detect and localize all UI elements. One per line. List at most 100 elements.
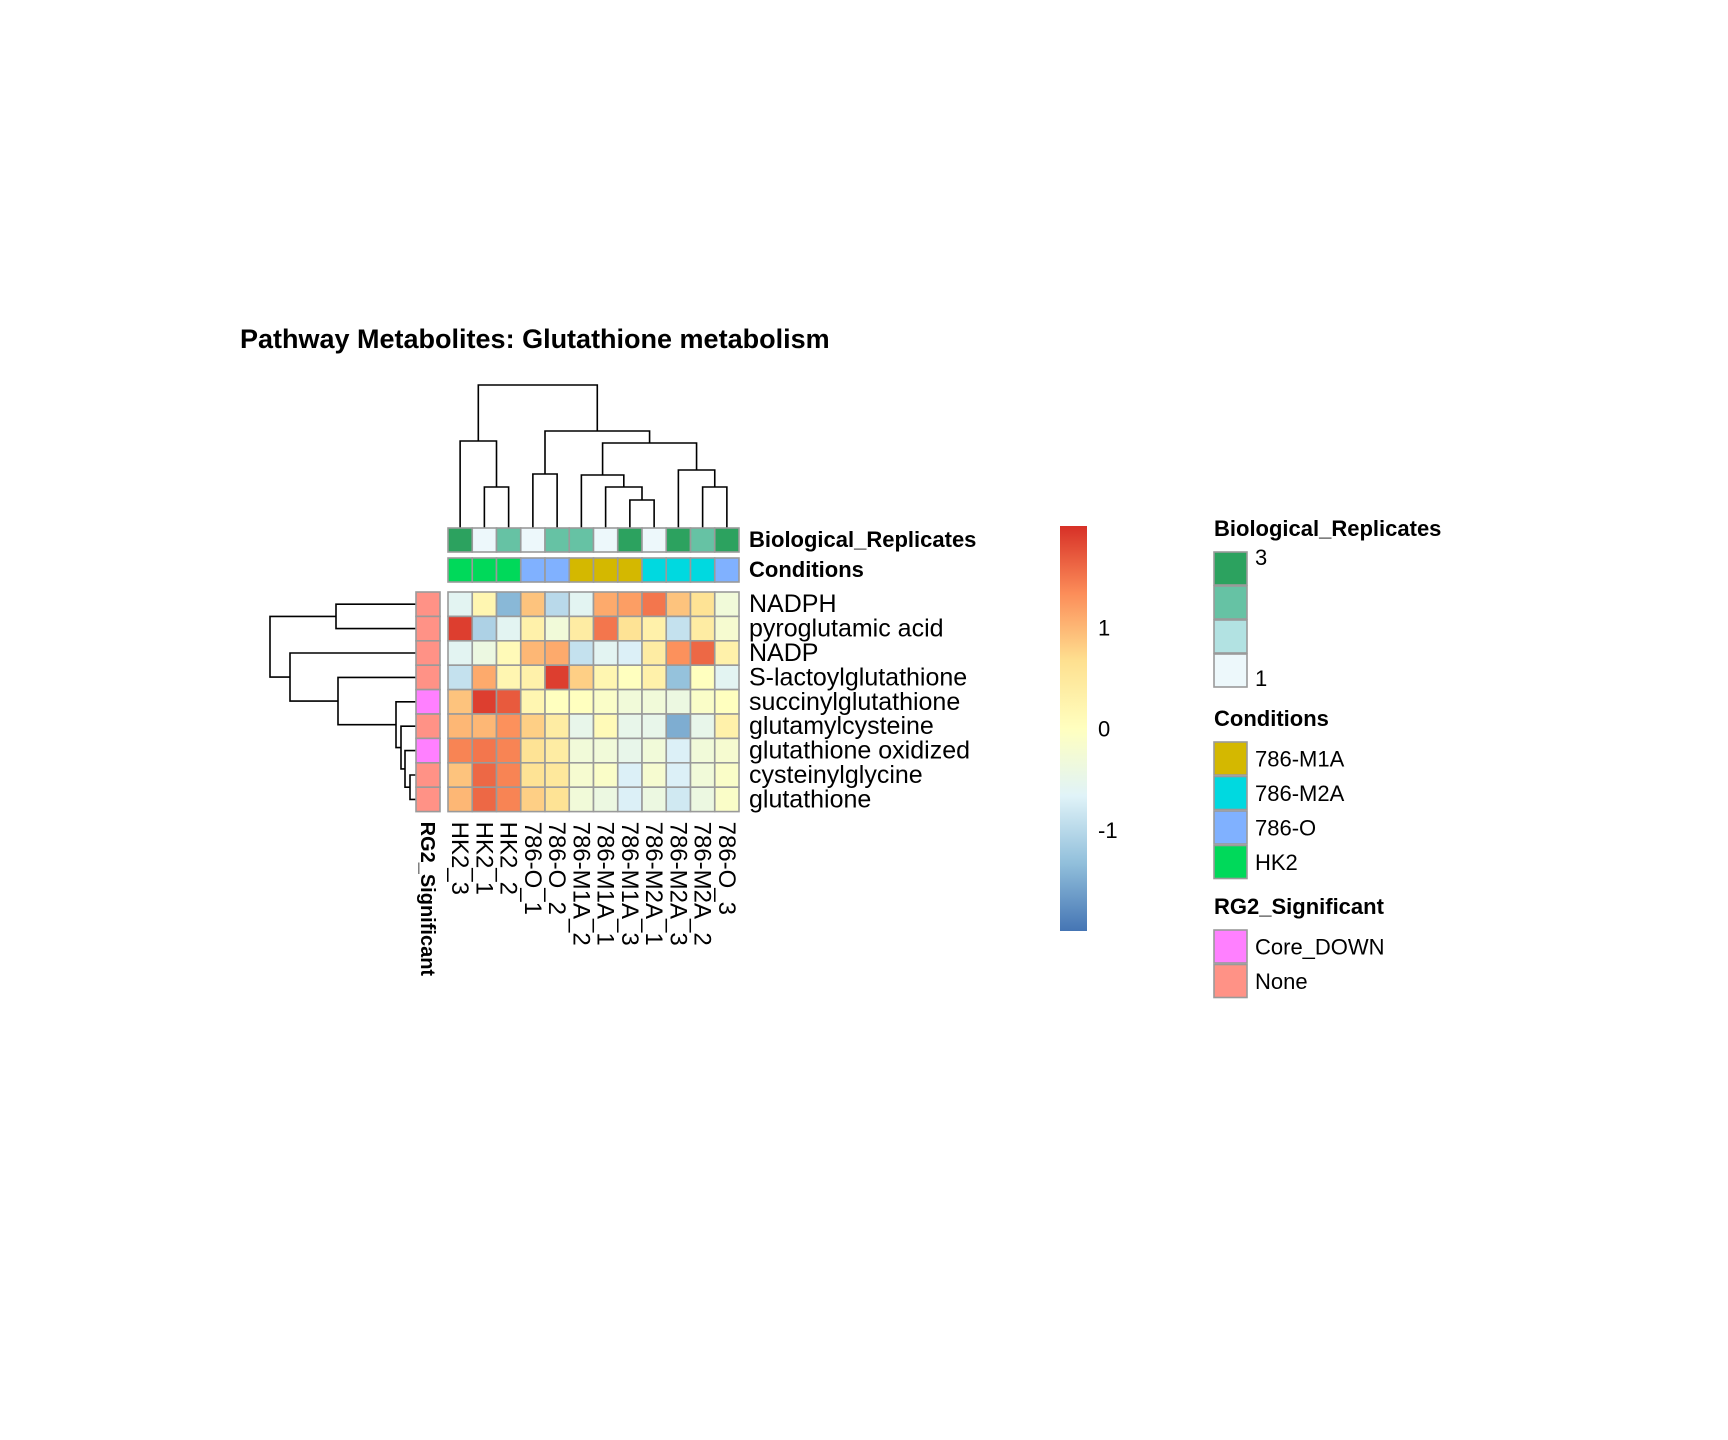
- heatmap-cell: [495, 591, 522, 618]
- legend-label: 786-O: [1255, 816, 1316, 841]
- heatmap-cell: [665, 786, 692, 813]
- column-label: 786-M1A_3: [616, 822, 643, 946]
- heatmap-cell: [592, 591, 619, 618]
- heatmap-cell: [519, 615, 546, 642]
- legend-label: None: [1255, 969, 1308, 994]
- chart-title: Pathway Metabolites: Glutathione metabol…: [240, 324, 830, 354]
- heatmap-cell: [519, 639, 546, 666]
- heatmap-cell: [544, 591, 571, 618]
- column-label: 786-O_2: [543, 822, 570, 915]
- heatmap-cell: [544, 639, 571, 666]
- heatmap-cell: [689, 615, 716, 642]
- heatmap-cell: [544, 615, 571, 642]
- heatmap-cell: [447, 615, 474, 642]
- heatmap-cell: [471, 615, 498, 642]
- heatmap-cell: [568, 688, 595, 715]
- significance-annotation-cell: [415, 688, 441, 715]
- heatmap-cell: [495, 664, 522, 691]
- row-label: glutathione oxidized: [749, 737, 970, 765]
- heatmap-cell: [665, 688, 692, 715]
- heatmap-cell: [544, 664, 571, 691]
- dendrogram-branch: [459, 440, 498, 528]
- replicate-annotation-cell: [568, 527, 595, 553]
- column-label: HK2_1: [470, 822, 497, 895]
- heatmap-cell: [713, 639, 740, 666]
- dendrogram-branch: [544, 430, 651, 474]
- significance-annotation-cell: [415, 664, 441, 691]
- heatmap-cell: [641, 713, 668, 740]
- heatmap-cell: [713, 615, 740, 642]
- heatmap-cell: [641, 615, 668, 642]
- condition-annotation-cell: [519, 557, 546, 583]
- dendrogram-branch: [269, 615, 336, 678]
- condition-annotation-cell: [592, 557, 619, 583]
- legend-swatch: [1213, 741, 1248, 776]
- row-label: cysteinylglycine: [749, 761, 923, 789]
- heatmap-cell: [568, 761, 595, 788]
- significance-annotation-cell: [415, 737, 441, 764]
- heatmap-cell: [568, 591, 595, 618]
- heatmap-cell: [447, 761, 474, 788]
- color-scale-bar: [1060, 526, 1087, 931]
- column-label: 786-O_1: [519, 822, 546, 915]
- column-label: 786-M2A_1: [640, 822, 667, 946]
- heatmap-cell: [689, 688, 716, 715]
- replicate-annotation-cell: [689, 527, 716, 553]
- heatmap-cell: [592, 761, 619, 788]
- heatmap-cell: [568, 713, 595, 740]
- heatmap-cell: [616, 688, 643, 715]
- heatmap-cell: [544, 688, 571, 715]
- color-scale-legend: 1 0 -1: [1060, 526, 1118, 931]
- dendrogram-branch: [477, 384, 599, 441]
- heatmap-cell: [495, 713, 522, 740]
- legend-label: 786-M1A: [1255, 747, 1345, 772]
- heatmap-cell: [544, 761, 571, 788]
- heatmap-cell: [519, 737, 546, 764]
- significance-annotation-cell: [415, 591, 441, 618]
- heatmap-cell: [447, 786, 474, 813]
- significance-annotation-cell: [415, 761, 441, 788]
- legend-swatch: [1213, 963, 1248, 999]
- heatmap-cell: [592, 664, 619, 691]
- legend-label: 1: [1255, 666, 1267, 691]
- heatmap-cell: [713, 664, 740, 691]
- dendrogram-branch: [677, 469, 716, 528]
- heatmap-cell: [544, 737, 571, 764]
- heatmap-cell: [641, 639, 668, 666]
- dendrogram-branch: [483, 486, 510, 528]
- heatmap-cell: [713, 688, 740, 715]
- heatmap-cell: [471, 737, 498, 764]
- dendrogram-branch: [580, 474, 625, 528]
- column-label: 786-M2A_2: [689, 822, 716, 946]
- heatmap-cell: [665, 591, 692, 618]
- heatmap-cell: [495, 761, 522, 788]
- annotation-legends: Biological_Replicates 3 1 Conditions 786-M1A…: [1213, 516, 1441, 999]
- legend-label: HK2: [1255, 850, 1298, 875]
- significance-annotation-cell: [415, 713, 441, 740]
- heatmap-cell: [689, 761, 716, 788]
- heatmap-cell: [689, 591, 716, 618]
- dendrogram-branch: [604, 486, 643, 528]
- dendrogram-branch: [400, 725, 416, 770]
- heatmap-cell: [592, 737, 619, 764]
- condition-annotation-cell: [665, 557, 692, 583]
- heatmap-cell: [689, 713, 716, 740]
- column-label: 786-M1A_2: [567, 822, 594, 946]
- legend-swatch: [1213, 929, 1248, 964]
- dendrogram-branch: [629, 499, 655, 528]
- replicate-annotation-cell: [665, 527, 692, 553]
- heatmap-cell: [447, 688, 474, 715]
- replicate-annotation-cell: [519, 527, 546, 553]
- heatmap-cell: [592, 615, 619, 642]
- heatmap-cell: [471, 664, 498, 691]
- heatmap-cell: [544, 713, 571, 740]
- heatmap-cell: [471, 761, 498, 788]
- heatmap-cell: [665, 615, 692, 642]
- heatmap-cell: [447, 591, 474, 618]
- heatmap-cell: [471, 591, 498, 618]
- heatmap-cell: [641, 761, 668, 788]
- heatmap-cell: [616, 761, 643, 788]
- heatmap-cell: [592, 713, 619, 740]
- heatmap-cell: [689, 664, 716, 691]
